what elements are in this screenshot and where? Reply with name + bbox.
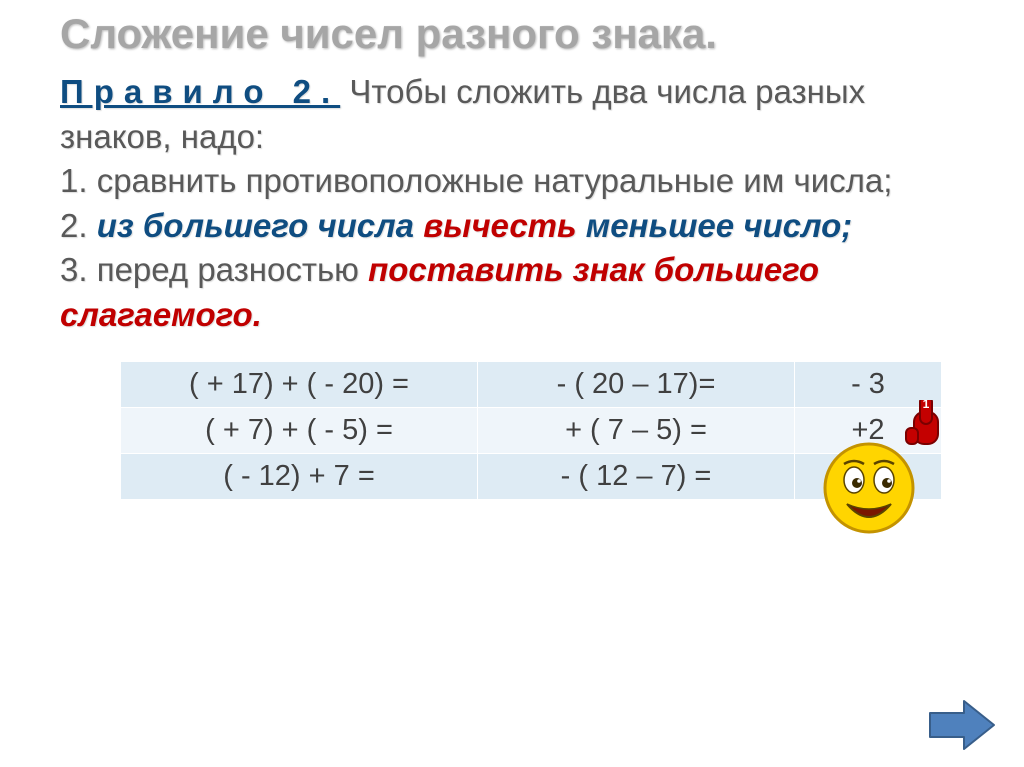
rule2-prefix: из: [88, 207, 143, 244]
table-cell: - ( 12 – 7) =: [478, 454, 795, 500]
slide: Сложение чисел разного знака. Правило 2.…: [0, 0, 1024, 767]
rule-block: Правило 2. Чтобы сложить два числа разны…: [60, 70, 984, 337]
rule-label: Правило 2.: [60, 73, 340, 110]
rule1-text: сравнить противоположные натуральные им …: [88, 162, 893, 199]
rule3-num: 3.: [60, 251, 88, 288]
rule2-bold2: меньшее число;: [577, 207, 853, 244]
rule2-num: 2.: [60, 207, 88, 244]
table-cell: + ( 7 – 5) =: [478, 408, 795, 454]
rule2-red: вычесть: [423, 207, 576, 244]
pointing-smiley-icon: 1: [814, 400, 954, 540]
table-cell: ( - 12) + 7 =: [121, 454, 478, 500]
rule2-bold1: большего числа: [143, 207, 423, 244]
slide-title: Сложение чисел разного знака.: [60, 10, 984, 58]
rule1-num: 1.: [60, 162, 88, 199]
table-cell: - ( 20 – 17)=: [478, 362, 795, 408]
rule3-prefix: перед разностью: [88, 251, 369, 288]
next-arrow-button[interactable]: [926, 695, 998, 755]
table-cell: ( + 17) + ( - 20) =: [121, 362, 478, 408]
table-cell: ( + 7) + ( - 5) =: [121, 408, 478, 454]
svg-text:1: 1: [923, 400, 930, 411]
